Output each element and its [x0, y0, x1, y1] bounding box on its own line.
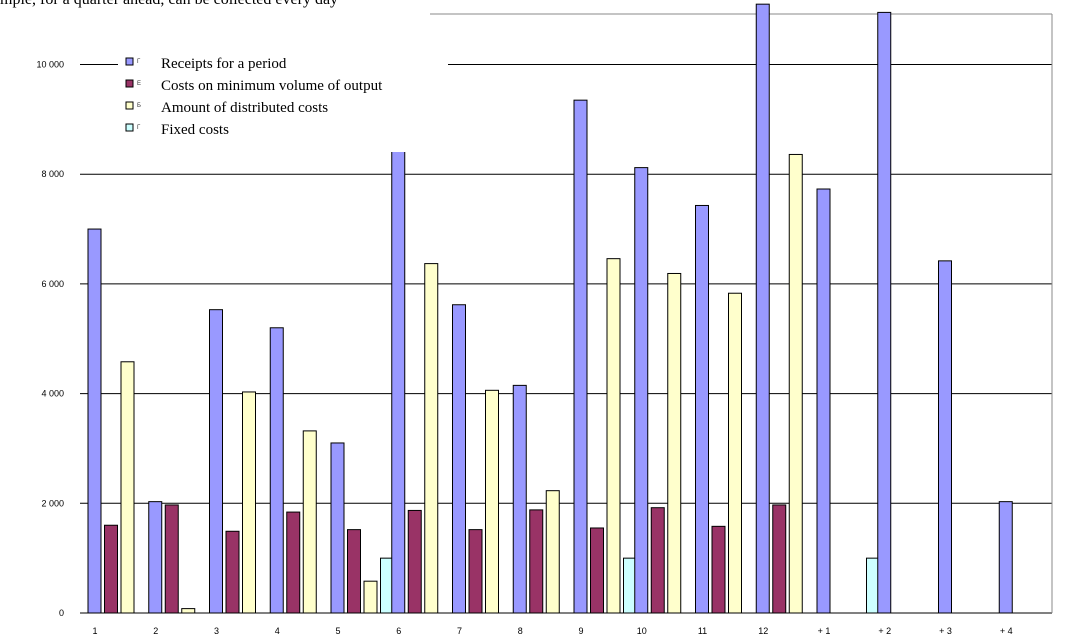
bar: [468, 529, 483, 614]
x-tick-label: 7: [457, 626, 462, 636]
bar: [148, 501, 163, 614]
bar: [772, 504, 787, 614]
bar: [938, 260, 952, 614]
x-tick-label: 6: [396, 626, 401, 636]
x-tick-label: 10: [637, 626, 647, 636]
x-tick-label: 9: [578, 626, 583, 636]
bar: [711, 525, 726, 614]
bar: [104, 524, 118, 614]
x-tick-label: 2: [153, 626, 158, 636]
bar: [998, 501, 1013, 614]
legend-swatch: [125, 79, 134, 88]
bar: [209, 309, 223, 614]
legend: Г Receipts for a period Е Costs on minimum …: [118, 40, 448, 152]
bar: [667, 272, 682, 614]
legend-label: Fixed costs: [161, 122, 229, 138]
y-tick-label: 4 000: [41, 389, 64, 399]
bar: [347, 529, 361, 614]
x-tick-label: 11: [698, 626, 707, 636]
bars: [87, 3, 1013, 614]
y-tick-label: 2 000: [41, 498, 64, 508]
x-axis-ticks: 1 2 3 4 5 6 7 8 9 10 11 12 + 1 + 2 + 3 + 4: [92, 626, 1012, 636]
x-tick-label: + 1: [818, 626, 831, 636]
bar: [87, 228, 102, 614]
y-tick-label: 10 000: [36, 60, 64, 70]
x-tick-label: + 3: [939, 626, 952, 636]
legend-code: Б: [137, 103, 141, 109]
bar: [877, 11, 892, 614]
legend-swatch: [125, 57, 134, 66]
bar: [695, 204, 709, 614]
bar: [424, 263, 439, 614]
y-tick-label: 6 000: [41, 279, 64, 289]
bar: [120, 361, 135, 614]
legend-code: Г: [137, 125, 141, 131]
bar: [225, 530, 240, 614]
bar: [452, 304, 466, 614]
bar: [512, 384, 527, 614]
bar: [269, 327, 284, 614]
y-tick-label: 8 000: [41, 169, 64, 179]
x-tick-label: + 4: [1000, 626, 1013, 636]
bar: [529, 509, 544, 614]
x-tick-label: + 2: [878, 626, 891, 636]
x-tick-label: 4: [275, 626, 280, 636]
bar: [391, 149, 406, 614]
bar: [573, 99, 588, 614]
bar: [363, 580, 378, 614]
bar: [755, 3, 770, 614]
legend-code: Е: [137, 81, 141, 87]
bar: [286, 511, 301, 614]
bar: [485, 389, 499, 614]
bar: [606, 258, 621, 614]
bar: [242, 391, 256, 614]
bar: [788, 153, 803, 614]
legend-background: [118, 40, 448, 152]
bar: [728, 292, 742, 614]
x-tick-label: 8: [518, 626, 523, 636]
legend-label: Amount of distributed costs: [161, 100, 328, 116]
bar: [164, 504, 179, 614]
y-axis-ticks: 0 2 000 4 000 6 000 8 000 10 000: [36, 60, 64, 619]
legend-swatch: [125, 101, 134, 110]
bar: [407, 509, 422, 614]
bar: [545, 490, 560, 614]
legend-label: Receipts for a period: [161, 56, 287, 72]
x-tick-label: 5: [335, 626, 340, 636]
legend-label: Costs on minimum volume of output: [161, 78, 383, 94]
legend-code: Г: [137, 59, 141, 65]
bar: [330, 442, 345, 614]
bar: [302, 430, 317, 614]
x-tick-label: 3: [214, 626, 219, 636]
y-tick-label: 0: [59, 608, 64, 618]
bar: [634, 167, 649, 614]
legend-swatch: [125, 123, 134, 132]
x-tick-label: 1: [92, 626, 97, 636]
bar: [650, 507, 665, 614]
page-caption: mple, for a quarter ahead, can be collec…: [0, 0, 338, 9]
x-tick-label: 12: [758, 626, 768, 636]
bar: [181, 608, 196, 614]
bar: [816, 188, 831, 614]
bar: [590, 527, 604, 614]
